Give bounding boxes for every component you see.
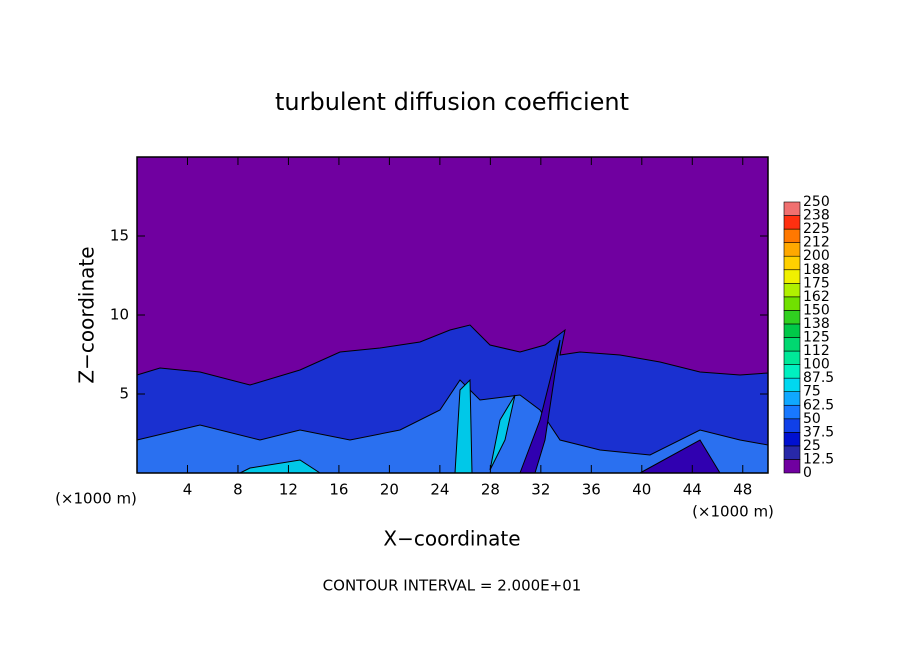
colorbar-label: 62.5 [803,397,834,413]
colorbar-swatch [783,364,801,379]
colorbar-swatch [783,432,801,447]
colorbar-swatch [783,350,801,365]
colorbar-swatch [783,255,801,271]
y-tick-label: 10 [110,306,129,324]
x-tick-label: 28 [481,481,500,499]
colorbar-label: 50 [803,411,821,427]
x-tick-label: 40 [632,481,651,499]
x-tick-label: 16 [329,481,348,499]
colorbar-swatch [783,228,801,243]
colorbar-label: 0 [803,465,812,481]
colorbar-label: 125 [803,330,830,346]
colorbar-label: 200 [803,248,830,264]
colorbar-swatch [783,377,801,392]
colorbar-label: 75 [803,384,821,400]
colorbar-swatch [783,323,801,338]
colorbar-swatch [783,269,801,284]
field-band [136,379,769,474]
contour-field [136,157,769,474]
colorbar-label: 138 [803,316,830,332]
colorbar-label: 112 [803,343,830,359]
colorbar-swatch [783,282,801,298]
colorbar-swatch [783,418,801,433]
x-tick-label: 8 [233,481,243,499]
colorbar-swatch [783,215,801,230]
colorbar-label: 225 [803,221,830,237]
colorbar-label: 12.5 [803,451,834,467]
colorbar-label: 150 [803,302,830,318]
colorbar-label: 212 [803,235,830,251]
y-tick-label: 15 [110,227,129,245]
x-axis-label: X−coordinate [383,527,520,551]
x-tick-label: 36 [582,481,601,499]
x-tick-label: 4 [183,481,193,499]
colorbar-swatch [783,445,801,460]
x-tick-label: 44 [683,481,702,499]
colorbar-label: 37.5 [803,424,834,440]
colorbar-label: 250 [803,194,830,210]
x-unit-label: (×1000 m) [692,503,774,521]
colorbar-swatch [783,391,801,406]
colorbar-swatch [783,310,801,325]
colorbar-swatch [783,296,801,311]
colorbar-swatch [783,201,801,216]
x-tick-label: 32 [531,481,550,499]
colorbar-label: 87.5 [803,370,834,386]
colorbar-label: 25 [803,438,821,454]
x-tick-label: 48 [733,481,752,499]
y-tick-label: 5 [119,385,129,403]
colorbar-label: 175 [803,275,830,291]
colorbar-swatch [783,404,801,420]
colorbar-swatch [783,337,801,352]
colorbar-label: 188 [803,262,830,278]
x-tick-label: 24 [430,481,449,499]
footnote: CONTOUR INTERVAL = 2.000E+01 [323,577,582,595]
y-unit-label: (×1000 m) [55,490,137,508]
chart-title: turbulent diffusion coefficient [275,88,629,116]
colorbar-label: 238 [803,208,830,224]
x-tick-label: 20 [380,481,399,499]
colorbar-swatch [783,242,801,257]
y-axis-label: Z−coordinate [75,246,99,383]
colorbar-swatch [783,459,801,474]
x-tick-label: 12 [279,481,298,499]
colorbar-label: 100 [803,357,830,373]
colorbar-label: 162 [803,289,830,305]
